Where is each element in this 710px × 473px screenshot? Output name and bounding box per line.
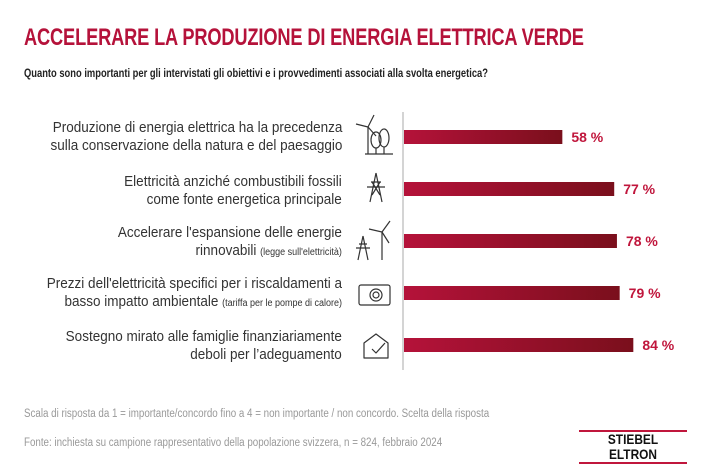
bar <box>404 338 634 352</box>
data-label: 77 % <box>623 181 655 197</box>
footnote: Scala di risposta da 1 = importante/conc… <box>24 408 490 420</box>
bar <box>404 182 615 196</box>
pylon-wind-turbine-icon <box>356 220 391 261</box>
bar <box>404 286 620 300</box>
heat-pump-icon <box>358 284 391 306</box>
data-label: 78 % <box>626 233 658 249</box>
house-check-icon <box>363 333 389 359</box>
bar <box>404 234 617 248</box>
chart-subtitle: Quanto sono importanti per gli intervist… <box>24 66 488 80</box>
source-note: Fonte: inchiesta su campione rappresenta… <box>24 437 443 449</box>
data-label: 79 % <box>629 285 661 301</box>
wind-turbine-trees-icon <box>355 114 393 155</box>
category-label: Prezzi dell'elettricità specifici per i … <box>46 275 342 310</box>
category-label: Elettricità anziché combustibili fossili… <box>124 173 342 208</box>
category-label: Accelerare l'espansione delle energie rin… <box>118 224 342 259</box>
data-label: 84 % <box>642 337 674 353</box>
category-label: Sostegno mirato alle famiglie finanziari… <box>65 328 342 363</box>
power-pylon-icon <box>367 172 385 203</box>
data-label: 58 % <box>571 129 603 145</box>
bar <box>404 130 563 144</box>
category-label: Produzione di energia elettrica ha la pr… <box>50 119 342 154</box>
stiebel-eltron-logo: STIEBEL ELTRON <box>579 430 687 464</box>
chart-title: ACCELERARE LA PRODUZIONE DI ENERGIA ELET… <box>24 24 584 51</box>
